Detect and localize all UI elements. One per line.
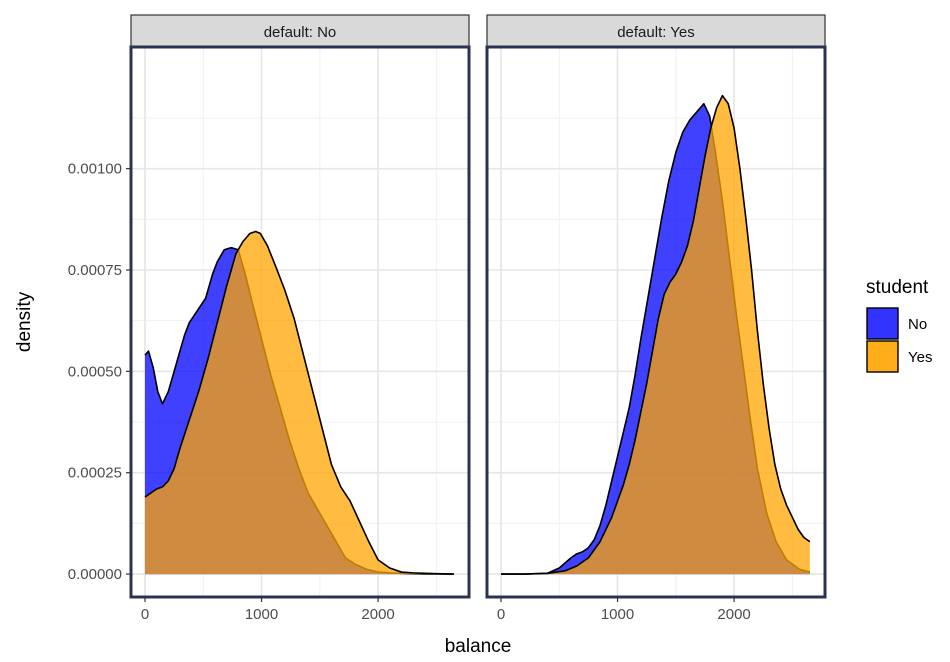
- x-axis-title: balance: [445, 636, 512, 657]
- density-line-yes: [500, 94, 811, 575]
- x-tick-label: 2000: [717, 606, 750, 623]
- panel-border: [485, 45, 827, 599]
- y-tick-label: 0.00000: [68, 566, 122, 583]
- density-line-yes: [144, 230, 454, 575]
- y-axis-title: density: [14, 291, 35, 352]
- x-tick-label: 0: [141, 606, 149, 623]
- x-tick-label: 0: [497, 606, 505, 623]
- y-tick-label: 0.00025: [68, 465, 122, 482]
- x-tick-label: 1000: [601, 606, 634, 623]
- legend-key-yes: [866, 340, 899, 373]
- legend-key-no: [866, 307, 899, 340]
- y-tick-label: 0.00050: [68, 363, 122, 380]
- legend-label-yes: Yes: [908, 349, 932, 366]
- facet-strip-label: default: Yes: [617, 24, 695, 41]
- legend-label-no: No: [908, 316, 927, 333]
- x-tick-label: 1000: [245, 606, 278, 623]
- y-tick-label: 0.00075: [68, 262, 122, 279]
- density-area-yes: [144, 231, 454, 575]
- y-tick-label: 0.00100: [68, 161, 122, 178]
- panel-border: [129, 45, 471, 599]
- x-tick-label: 2000: [361, 606, 394, 623]
- legend-title: student: [866, 277, 929, 298]
- facet-strip-label: default: No: [264, 24, 337, 41]
- facet-strip: [130, 14, 470, 48]
- facet-strip: [486, 14, 826, 48]
